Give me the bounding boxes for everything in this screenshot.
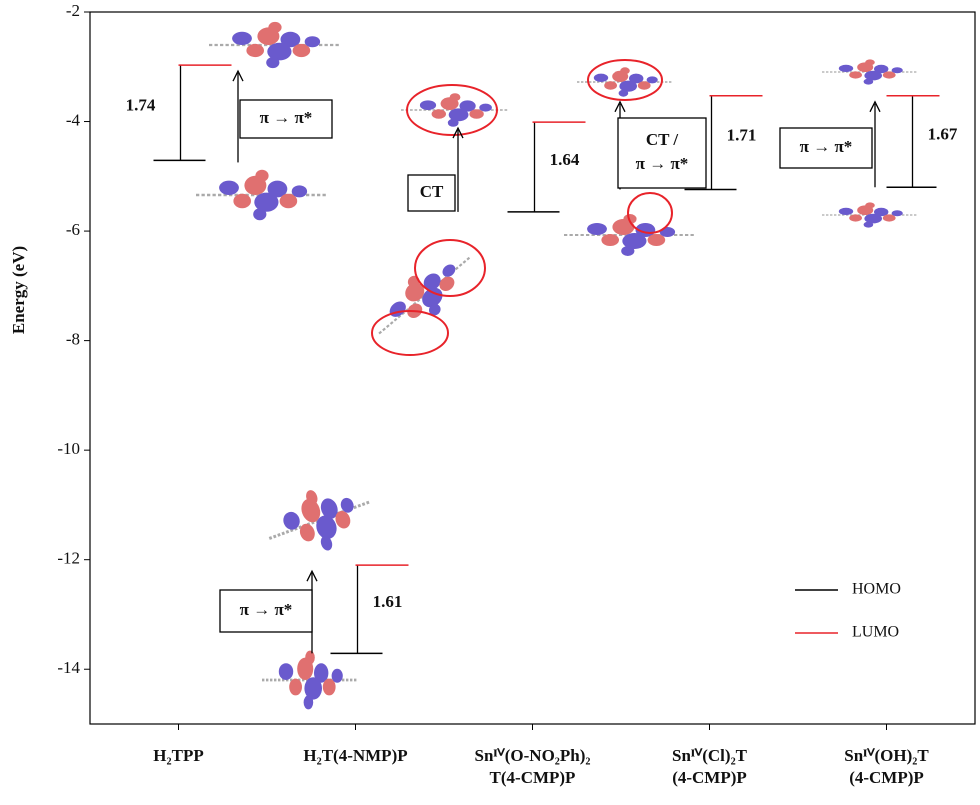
y-tick-label: -8 [66, 330, 80, 349]
transition-label: CT / [646, 130, 679, 149]
transition-label: π → π* [800, 137, 853, 156]
x-tick-label: (4-CMP)P [849, 768, 924, 787]
y-tick-label: -12 [57, 549, 80, 568]
transition-box [407, 174, 456, 212]
transition-label: π → π* [240, 600, 293, 619]
y-tick-label: -14 [57, 658, 80, 677]
x-tick-label: Snᴵⱽ(OH)₂T [844, 746, 929, 765]
x-tick-label: Snᴵⱽ(O-NO₂Ph)₂ [475, 746, 591, 765]
y-axis-label: Energy (eV) [9, 246, 28, 334]
y-tick-label: -6 [66, 220, 80, 239]
gap-label: 1.61 [373, 592, 403, 611]
gap-label: 1.64 [550, 150, 580, 169]
gap-label: 1.67 [928, 124, 958, 143]
y-tick-label: -4 [66, 110, 81, 129]
gap-label: 1.71 [727, 126, 757, 145]
gap-label: 1.74 [126, 96, 156, 115]
transition-label: π → π* [260, 108, 313, 127]
transition-label: CT [420, 182, 444, 201]
x-tick-label: H₂TPP [153, 746, 203, 765]
x-tick-label: T(4-CMP)P [490, 768, 576, 787]
arrow-head [869, 100, 881, 113]
arrow-head [452, 126, 464, 139]
legend-label: HOMO [852, 581, 901, 598]
transition-label: π → π* [636, 154, 689, 173]
transition-box [779, 127, 873, 169]
orbital-images [194, 20, 919, 711]
y-tick-label: -10 [57, 439, 80, 458]
y-tick-label: -2 [66, 1, 80, 20]
arrow-head [614, 100, 626, 113]
x-tick-label: H₂T(4-NMP)P [303, 746, 407, 765]
legend-label: LUMO [852, 624, 899, 641]
arrow-head [306, 569, 318, 582]
x-tick-label: Snᴵⱽ(Cl)₂T [672, 746, 748, 765]
x-tick-label: (4-CMP)P [672, 768, 747, 787]
transition-box [239, 99, 333, 139]
transition-box [617, 117, 707, 189]
transition-box [219, 589, 313, 633]
arrow-head [232, 69, 244, 82]
